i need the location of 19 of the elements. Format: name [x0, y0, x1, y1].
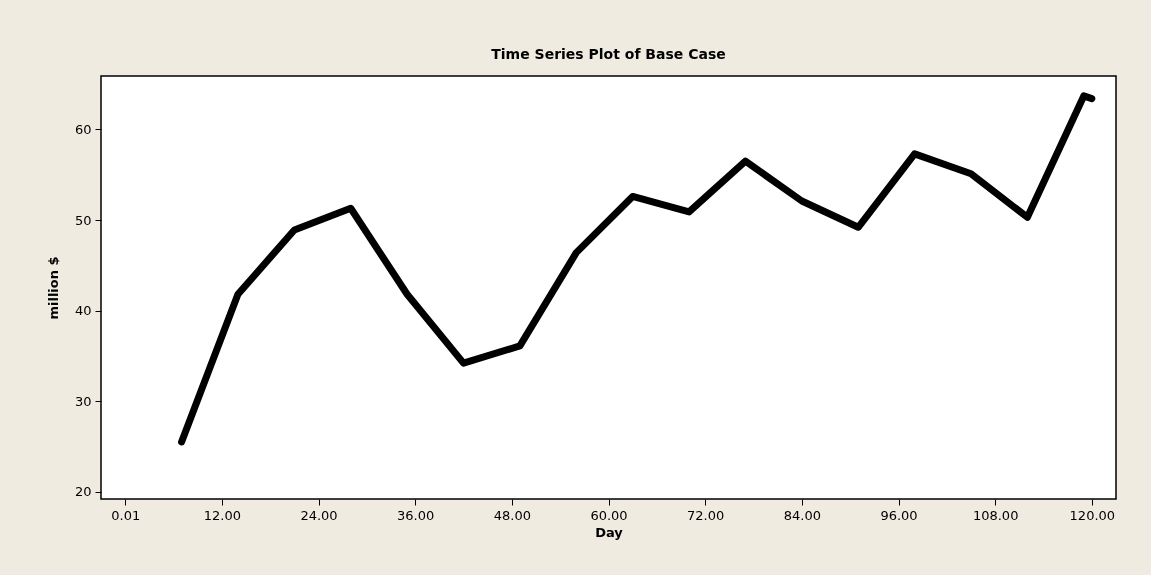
- y-tick-label: 60: [74, 121, 92, 137]
- x-tick-label: 12.00: [203, 507, 241, 523]
- y-tick-label: 50: [74, 212, 92, 228]
- x-tick-label: 72.00: [687, 507, 725, 523]
- x-tick-label: 60.00: [590, 507, 628, 523]
- x-tick-label: 0.01: [111, 507, 141, 523]
- x-tick-label: 24.00: [300, 507, 338, 523]
- y-tick-label: 30: [74, 393, 92, 409]
- x-tick-label: 96.00: [880, 507, 918, 523]
- x-tick-label: 108.00: [972, 507, 1019, 523]
- x-tick-label: 84.00: [783, 507, 821, 523]
- x-tick-label: 36.00: [397, 507, 435, 523]
- chart-title: Time Series Plot of Base Case: [491, 46, 726, 62]
- y-tick-label: 20: [74, 484, 92, 500]
- x-axis-title: Day: [595, 524, 624, 540]
- x-tick-label: 120.00: [1069, 507, 1116, 523]
- x-tick-label: 48.00: [493, 507, 531, 523]
- y-axis-title: million $: [45, 256, 61, 320]
- y-tick-label: 40: [74, 303, 92, 319]
